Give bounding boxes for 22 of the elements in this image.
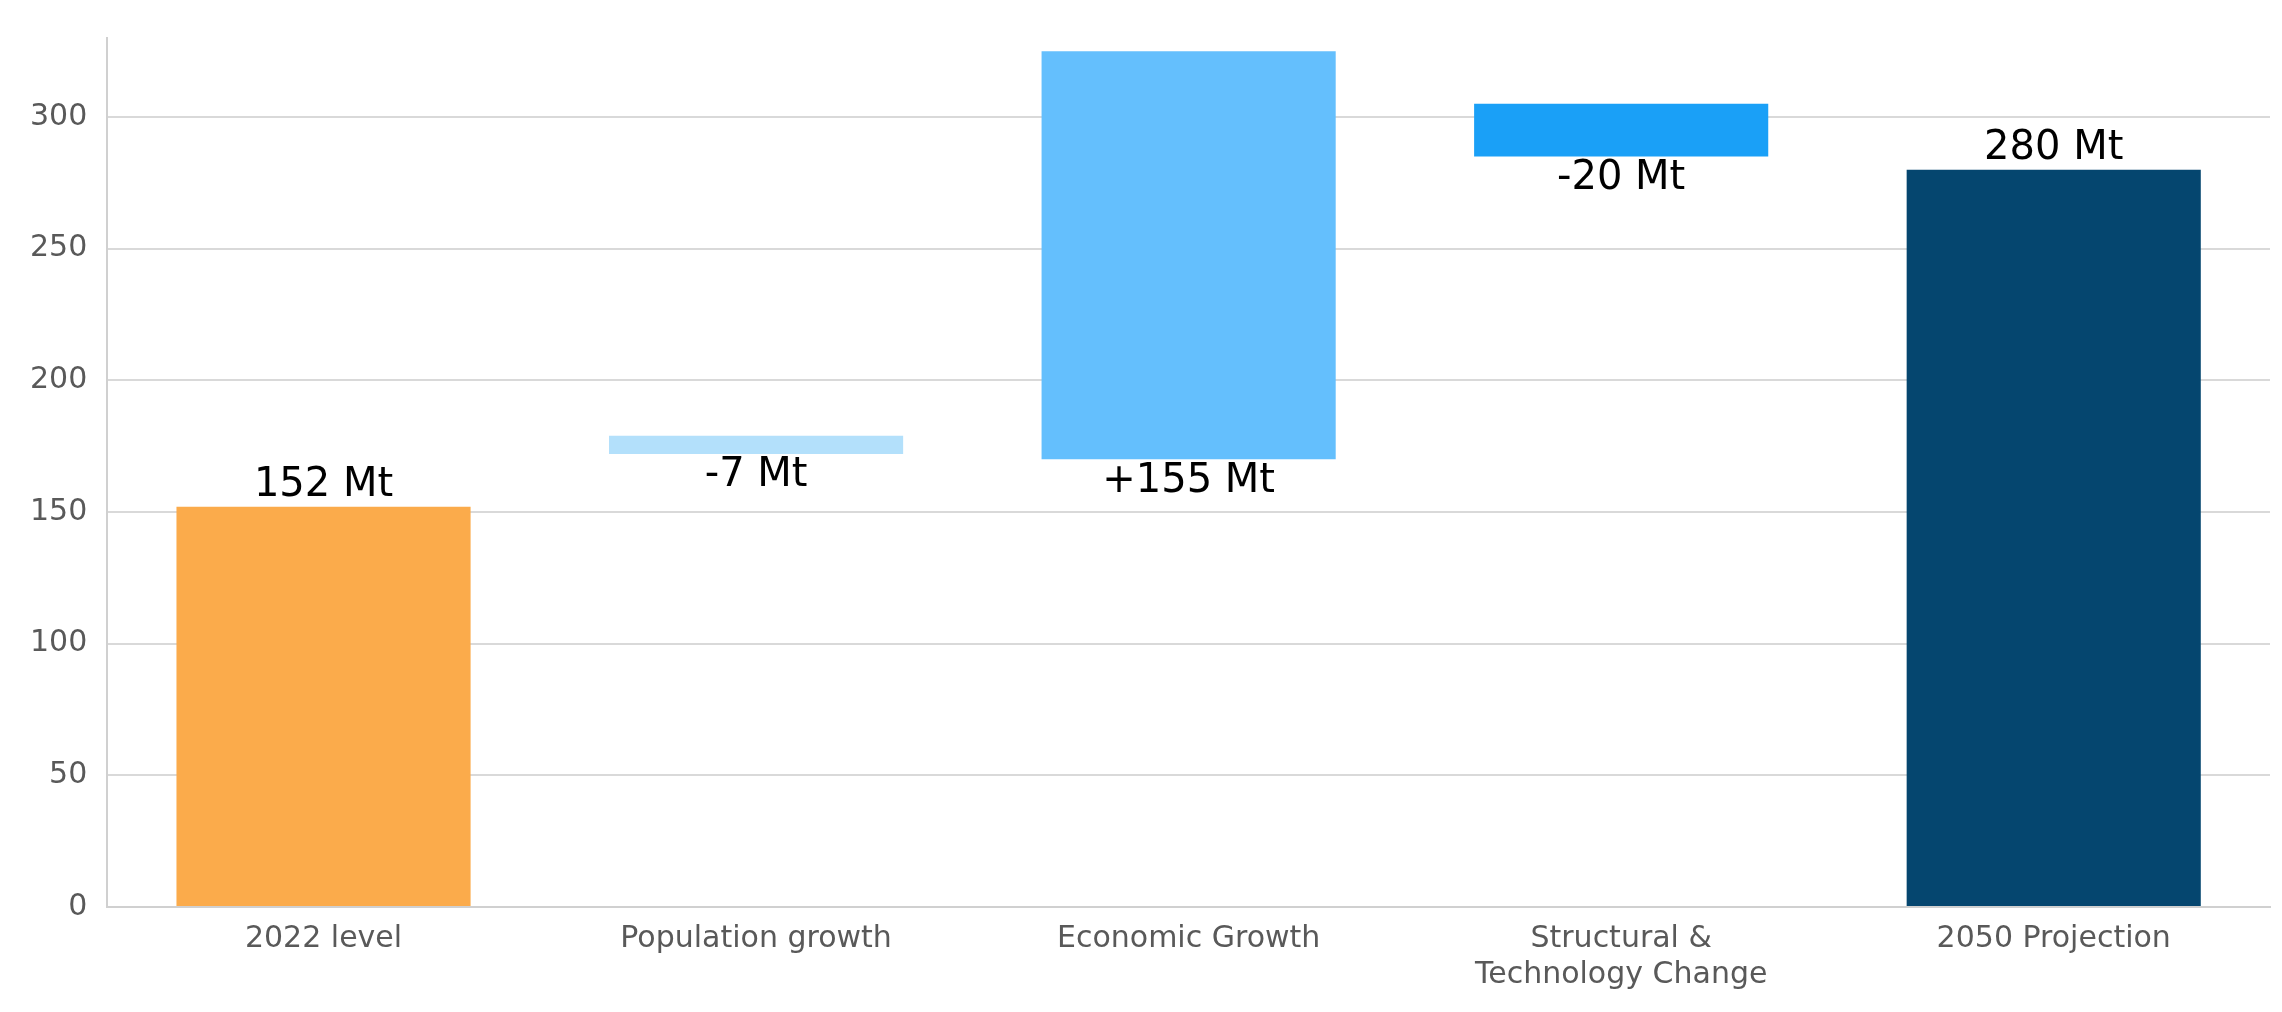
y-tick-label: 250: [30, 228, 88, 264]
bar: [1474, 103, 1769, 157]
x-tick-label: Economic Growth: [1056, 918, 1321, 954]
y-tick-label: 200: [30, 360, 88, 396]
x-tick-label: 2022 level: [244, 918, 403, 954]
y-tick-label: 300: [30, 96, 88, 132]
data-label: 280 Mt: [1984, 122, 2124, 169]
data-label: +155 Mt: [1102, 454, 1276, 501]
data-label: -7 Mt: [704, 449, 808, 496]
y-tick-label: 50: [49, 755, 88, 791]
bar: [1041, 51, 1336, 460]
x-tick-label: Structural & Technology Change: [1473, 918, 1768, 990]
data-label: -20 Mt: [1557, 151, 1686, 198]
bar: [1906, 169, 2201, 906]
x-tick-label: 2050 Projection: [1936, 918, 2171, 954]
x-tick-label: Population growth: [620, 918, 892, 954]
y-tick-label: 100: [30, 623, 88, 659]
y-tick-label: 0: [68, 886, 88, 922]
bar: [176, 506, 471, 906]
y-tick-label: 150: [30, 491, 88, 527]
data-label: 152 Mt: [253, 459, 394, 506]
bar: [609, 435, 904, 455]
